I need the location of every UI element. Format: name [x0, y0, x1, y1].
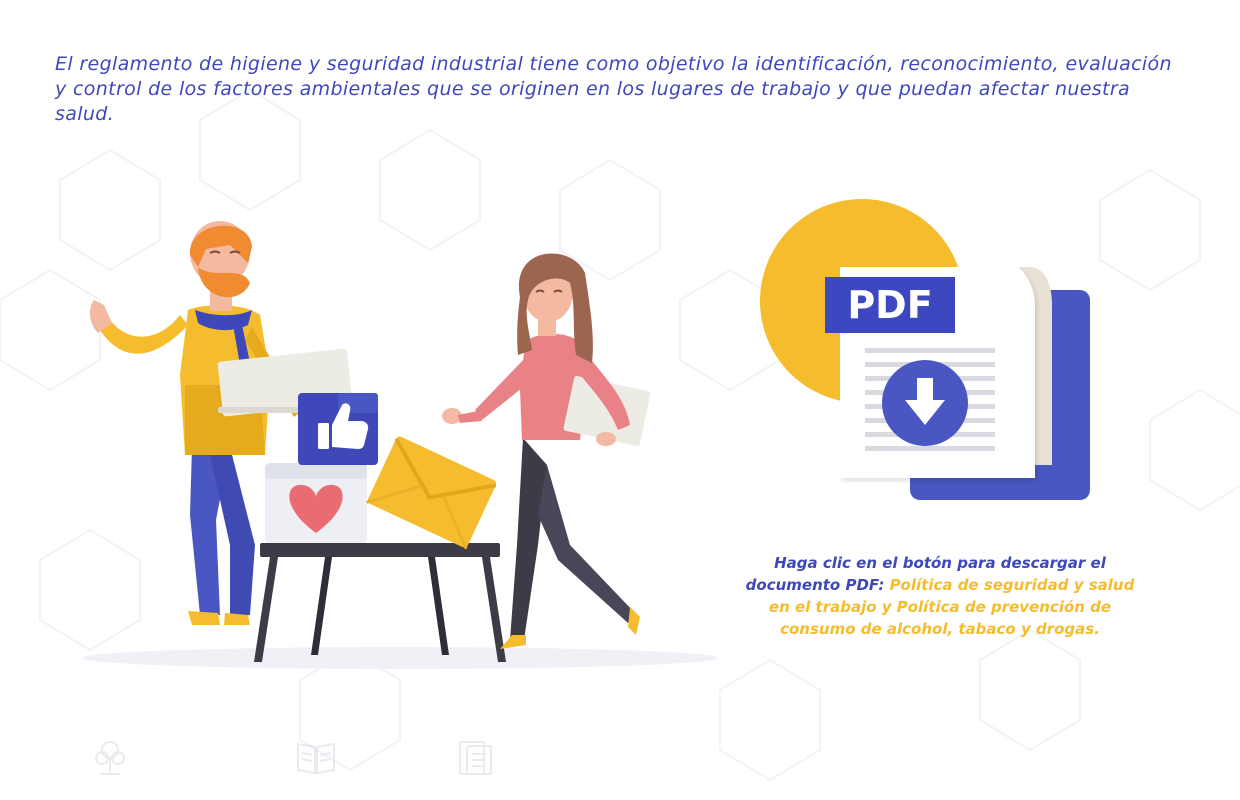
- download-pdf-button[interactable]: PDF: [760, 195, 1100, 515]
- pdf-badge-label: PDF: [847, 283, 932, 327]
- caption-document-names: Política de seguridad y salud en el trab…: [768, 576, 1135, 638]
- tree-icon: [95, 741, 125, 775]
- team-illustration: [82, 221, 718, 669]
- footer-icon-bar: [90, 738, 510, 783]
- download-caption: Haga clic en el botón para descargar el …: [740, 552, 1140, 640]
- pdf-download-icon: PDF: [760, 199, 1090, 500]
- table: [254, 543, 506, 662]
- intro-text: El reglamento de higiene y seguridad ind…: [55, 53, 1172, 125]
- man-figure: [89, 221, 363, 625]
- floor-shadow: [82, 647, 718, 669]
- woman-figure: [442, 253, 651, 649]
- like-box: [298, 393, 378, 465]
- book-icon: [297, 742, 335, 775]
- heart-box: [265, 463, 367, 543]
- document-icon: [459, 741, 492, 775]
- caption-instruction: Haga clic en el botón para descargar el …: [745, 554, 1106, 594]
- envelope: [366, 436, 497, 550]
